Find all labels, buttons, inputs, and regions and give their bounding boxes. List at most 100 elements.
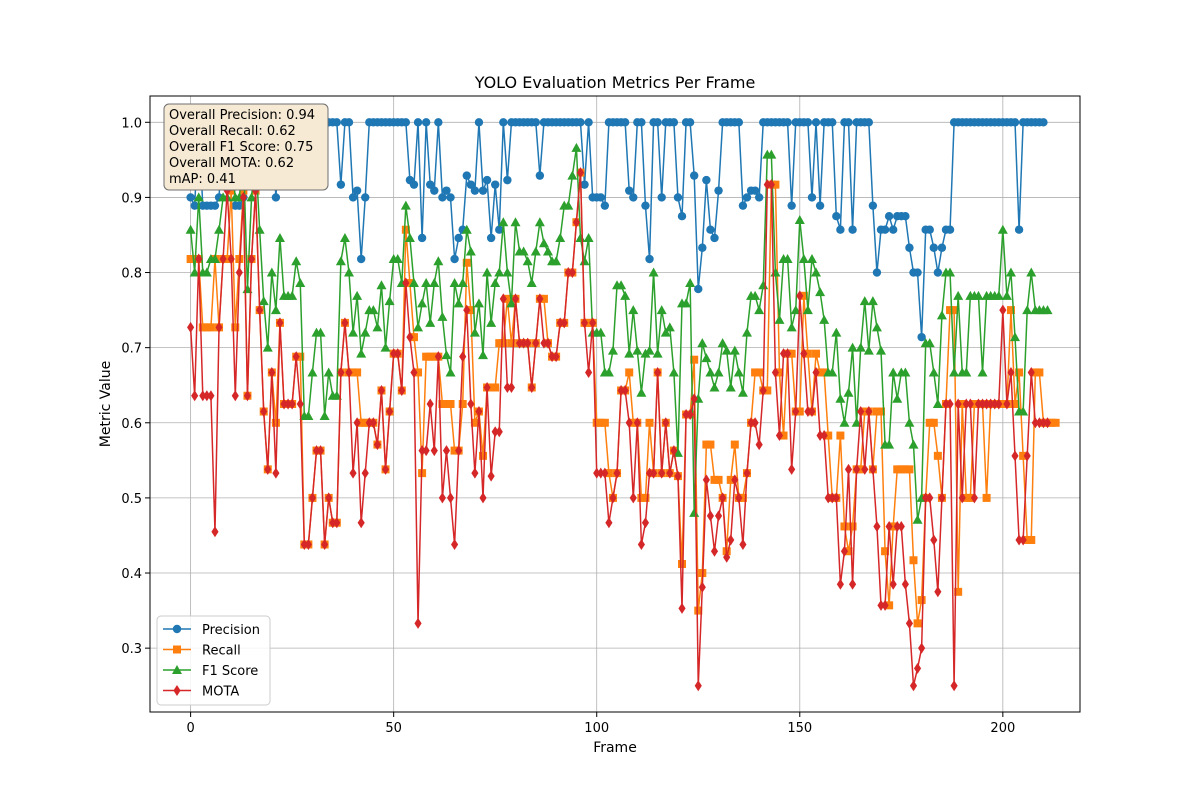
mota-point: [775, 430, 784, 442]
f1-score-point: [831, 327, 842, 337]
precision-point: [625, 186, 634, 195]
recall-point: [730, 440, 739, 449]
mota-point: [585, 366, 593, 378]
f1-score-point: [794, 214, 805, 224]
precision-point: [901, 211, 910, 221]
mota-point: [276, 317, 284, 329]
f1-score-point: [494, 267, 505, 277]
mota-point: [576, 167, 585, 179]
recall-point: [710, 475, 719, 484]
f1-score-point: [997, 224, 1008, 234]
recall-point: [1019, 451, 1028, 460]
f1-score-point: [453, 298, 464, 308]
f1-score-point: [689, 507, 700, 517]
f1-score-point: [1010, 332, 1021, 342]
mota-point: [215, 321, 223, 333]
precision-point: [596, 193, 605, 202]
precision-point: [787, 201, 796, 210]
f1-score-point: [214, 224, 225, 234]
precision-point: [710, 233, 719, 243]
mota-point: [901, 578, 909, 590]
mota-point: [983, 398, 991, 410]
precision-point: [434, 118, 443, 127]
mota-point: [763, 179, 771, 191]
f1-score-point: [620, 290, 631, 300]
recall-point: [816, 368, 825, 377]
mota-point: [601, 467, 609, 479]
recall-point: [470, 418, 479, 427]
precision-point: [495, 225, 504, 234]
f1-score-point: [839, 417, 850, 427]
f1-score-point: [876, 345, 887, 355]
f1-score-point: [315, 327, 326, 337]
mota-point: [471, 467, 479, 479]
recall-point: [913, 619, 922, 628]
precision-point: [807, 193, 817, 202]
f1-score-point: [782, 254, 793, 264]
mota-point: [922, 492, 930, 504]
precision-point: [454, 233, 463, 243]
recall-point: [198, 323, 207, 332]
precision-point: [629, 193, 638, 202]
precision-point: [438, 193, 447, 202]
mota-point: [881, 599, 889, 611]
f1-score-point: [1026, 267, 1037, 277]
series-mota: [187, 167, 1052, 692]
mota-point: [926, 492, 934, 504]
f1-score-point: [644, 345, 655, 355]
recall-point: [925, 418, 934, 427]
mota-point: [808, 406, 816, 418]
recall-point: [702, 440, 711, 449]
f1-score-point: [502, 267, 513, 277]
mota-point: [816, 430, 824, 442]
f1-score-point: [335, 256, 346, 266]
f1-score-point: [270, 305, 281, 315]
recall-point: [905, 465, 914, 474]
precision-point: [848, 225, 857, 234]
recall-point: [227, 186, 236, 195]
mota-point: [357, 517, 365, 529]
mota-point: [572, 216, 580, 228]
recall-point: [933, 451, 942, 460]
f1-score-point: [583, 232, 594, 242]
mota-point: [548, 351, 556, 363]
f1-score-point: [303, 411, 314, 421]
recall-point: [860, 407, 869, 416]
recall-point: [584, 318, 593, 327]
stats-line-map: mAP: 0.41: [169, 172, 236, 187]
stats-line-mota: Overall MOTA: 0.62: [169, 156, 294, 171]
mota-point: [507, 381, 516, 393]
f1-score-point: [827, 367, 838, 377]
precision-point: [417, 233, 427, 243]
mota-point: [682, 409, 690, 421]
precision-point: [421, 118, 431, 127]
f1-score-point: [201, 267, 212, 277]
mota-point: [771, 366, 779, 378]
mota-point: [467, 398, 475, 410]
mota-point: [304, 538, 312, 550]
f1-score-point: [518, 246, 529, 256]
legend-label: F1 Score: [202, 664, 258, 679]
precision-point: [917, 332, 926, 342]
precision-point: [186, 193, 195, 202]
f1-score-point: [884, 439, 895, 449]
series-f1-score: [185, 142, 1053, 524]
f1-score-point: [701, 353, 712, 363]
mota-point: [844, 463, 853, 475]
f1-score-point: [977, 367, 988, 377]
mota-point: [1031, 417, 1039, 429]
mota-point: [987, 398, 995, 410]
mota-point: [885, 520, 893, 532]
mota-point: [239, 191, 247, 203]
mota-point: [999, 304, 1007, 316]
mota-point: [706, 510, 715, 522]
mota-point: [243, 390, 252, 402]
stats-box-background: [163, 103, 329, 191]
stats-line-recall: Overall Recall: 0.62: [169, 124, 296, 139]
recall-point: [426, 352, 435, 361]
recall-point: [954, 587, 963, 596]
f1-score-point: [928, 367, 939, 377]
recall-point: [405, 279, 414, 288]
precision-point: [535, 171, 545, 180]
mota-point: [483, 381, 491, 393]
